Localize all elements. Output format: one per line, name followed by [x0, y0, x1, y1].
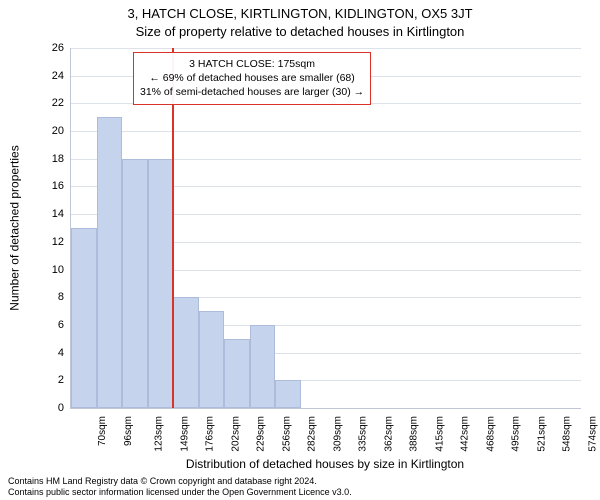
- page-title: 3, HATCH CLOSE, KIRTLINGTON, KIDLINGTON,…: [0, 6, 600, 21]
- y-tick: 24: [24, 70, 64, 82]
- x-axis-label: Distribution of detached houses by size …: [70, 457, 580, 471]
- histogram-bar: [173, 297, 199, 408]
- plot-area: 3 HATCH CLOSE: 175sqm← 69% of detached h…: [70, 48, 581, 409]
- x-tick: 574sqm: [587, 416, 600, 452]
- callout-line: 31% of semi-detached houses are larger (…: [140, 85, 364, 99]
- y-tick: 12: [24, 236, 64, 248]
- gridline: [71, 353, 581, 354]
- y-tick: 20: [24, 125, 64, 137]
- footer-line-2: Contains public sector information licen…: [8, 487, 592, 498]
- y-tick: 10: [24, 264, 64, 276]
- gridline: [71, 325, 581, 326]
- y-axis-ticks: 02468101214161820222426: [0, 48, 64, 408]
- callout-line: 3 HATCH CLOSE: 175sqm: [140, 57, 364, 71]
- y-tick: 4: [24, 347, 64, 359]
- y-tick: 26: [24, 42, 64, 54]
- gridline: [71, 48, 581, 49]
- gridline: [71, 242, 581, 243]
- y-tick: 16: [24, 180, 64, 192]
- gridline: [71, 159, 581, 160]
- histogram-bar: [148, 159, 174, 408]
- footer-line-1: Contains HM Land Registry data © Crown c…: [8, 476, 592, 487]
- callout-line: ← 69% of detached houses are smaller (68…: [140, 71, 364, 85]
- gridline: [71, 214, 581, 215]
- histogram-bar: [97, 117, 123, 408]
- page-subtitle: Size of property relative to detached ho…: [0, 24, 600, 39]
- histogram-bar: [250, 325, 276, 408]
- x-axis-ticks: 70sqm96sqm123sqm149sqm176sqm202sqm229sqm…: [70, 412, 580, 462]
- y-tick: 22: [24, 97, 64, 109]
- gridline: [71, 297, 581, 298]
- gridline: [71, 380, 581, 381]
- gridline: [71, 131, 581, 132]
- histogram-bar: [275, 380, 301, 408]
- y-tick: 2: [24, 374, 64, 386]
- gridline: [71, 270, 581, 271]
- y-tick: 6: [24, 319, 64, 331]
- histogram-bar: [71, 228, 97, 408]
- gridline: [71, 186, 581, 187]
- footer-attribution: Contains HM Land Registry data © Crown c…: [8, 476, 592, 498]
- y-tick: 18: [24, 153, 64, 165]
- y-tick: 0: [24, 402, 64, 414]
- y-tick: 8: [24, 291, 64, 303]
- y-tick: 14: [24, 208, 64, 220]
- callout-box: 3 HATCH CLOSE: 175sqm← 69% of detached h…: [133, 52, 371, 105]
- histogram-bar: [122, 159, 148, 408]
- histogram-bar: [224, 339, 250, 408]
- callout-layer: 3 HATCH CLOSE: 175sqm← 69% of detached h…: [71, 48, 581, 408]
- histogram-bar: [199, 311, 225, 408]
- chart-page: 3, HATCH CLOSE, KIRTLINGTON, KIDLINGTON,…: [0, 0, 600, 500]
